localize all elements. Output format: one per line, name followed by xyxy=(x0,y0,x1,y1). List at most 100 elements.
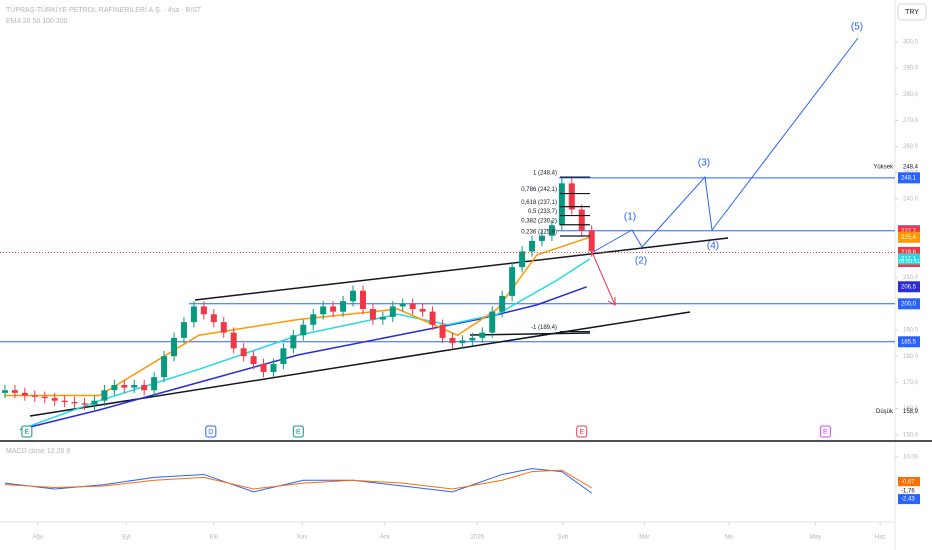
candle xyxy=(509,261,516,302)
fib-label: 0,236 (225,9) xyxy=(521,230,557,236)
candle-body xyxy=(151,377,158,391)
fib-label: 0,786 (242,1) xyxy=(521,187,557,193)
macd-title: MACD close 12 26 9 xyxy=(6,448,70,455)
wave-label: (4) xyxy=(707,241,719,252)
candle xyxy=(350,285,357,307)
candle xyxy=(141,379,148,396)
candle xyxy=(290,330,297,354)
candle-body xyxy=(538,235,545,241)
candle xyxy=(200,301,207,320)
candle xyxy=(330,301,337,317)
candle xyxy=(91,395,98,410)
y-tick-label: 270,0 xyxy=(903,118,919,124)
price-tag xyxy=(898,225,920,237)
candle xyxy=(280,343,287,370)
x-tick-label: Eyl xyxy=(122,535,130,541)
candle-body xyxy=(389,306,396,317)
symbol-title: TÜPRAŞ-TÜRKİYE PETROL RAFİNERİLERİ A.Ş. … xyxy=(6,5,202,14)
ema-line xyxy=(19,258,591,431)
x-tick-label: Mar xyxy=(639,535,649,541)
price-tag-label: 219,6 xyxy=(901,250,917,256)
candle-body xyxy=(200,306,207,315)
candle xyxy=(320,301,327,320)
candle xyxy=(81,398,88,410)
event-label: E xyxy=(296,429,301,436)
candle xyxy=(210,309,217,328)
candle-body xyxy=(359,290,366,310)
y-tick-label: 160,0 xyxy=(903,406,919,412)
candle-body xyxy=(171,337,178,357)
wave-label: (1) xyxy=(624,212,636,223)
candle xyxy=(419,303,426,317)
candle xyxy=(439,319,446,344)
wave-path xyxy=(592,37,859,253)
trend-line xyxy=(469,332,591,336)
candle xyxy=(558,177,565,231)
macd-tag xyxy=(898,477,920,487)
event-badge xyxy=(205,425,217,438)
candle xyxy=(260,358,267,378)
candle-body xyxy=(11,390,18,393)
candle-body xyxy=(469,337,476,341)
candle xyxy=(240,343,247,362)
price-tag xyxy=(898,298,920,310)
price-tag xyxy=(898,281,920,293)
currency-button[interactable] xyxy=(897,3,927,21)
fib-label: 0,5 (233,7) xyxy=(528,209,557,215)
candle xyxy=(359,285,366,315)
candle-body xyxy=(240,348,247,357)
candle-body xyxy=(1,390,8,393)
candle-body xyxy=(111,385,118,391)
candle-body xyxy=(449,337,456,344)
event-label: E xyxy=(823,429,828,436)
candle xyxy=(1,385,8,399)
candle xyxy=(519,246,526,273)
candle xyxy=(399,298,406,312)
price-tag xyxy=(898,231,920,243)
candle xyxy=(429,306,436,330)
candle-body xyxy=(578,209,585,231)
candle-body xyxy=(340,301,347,312)
candle-body xyxy=(568,183,575,210)
candle-body xyxy=(31,395,38,397)
candle-body xyxy=(429,311,436,325)
candle xyxy=(21,387,28,401)
candle-body xyxy=(519,251,526,268)
candle xyxy=(379,311,386,325)
projection-arrow-head xyxy=(607,297,616,306)
macd-tag-label: -1,76 xyxy=(901,489,915,495)
y-tick-label: 180,0 xyxy=(903,354,919,360)
low_label-value: 158,9 xyxy=(903,409,919,415)
candle xyxy=(190,301,197,328)
indicator-label: EMA 20 50 100 200 xyxy=(6,18,68,25)
candle-body xyxy=(141,385,148,391)
event-badge xyxy=(819,425,831,438)
candle-body xyxy=(180,322,187,338)
event-badge xyxy=(21,425,33,438)
candle-body xyxy=(419,309,426,312)
candle-body xyxy=(250,356,257,365)
candle xyxy=(310,309,317,330)
y-tick-label: 240,0 xyxy=(903,197,919,203)
candle xyxy=(340,295,347,317)
candle-body xyxy=(300,324,307,336)
candle-body xyxy=(220,322,227,333)
event-label: E xyxy=(25,429,30,436)
x-tick-label: Şub xyxy=(558,535,569,541)
candle-body xyxy=(558,183,565,226)
currency-label: TRY xyxy=(905,9,919,16)
candle-body xyxy=(280,348,287,365)
candle-body xyxy=(459,340,466,344)
candle-body xyxy=(369,309,376,320)
price-tag-label: 225,4 xyxy=(901,235,917,241)
candle-body xyxy=(439,324,446,338)
price-tag-label: 217,1 xyxy=(901,257,917,263)
price-tag xyxy=(898,172,920,184)
candle xyxy=(538,230,545,247)
macd-y-tick-label: 10,00 xyxy=(903,455,919,461)
candle-body xyxy=(548,225,555,236)
candle xyxy=(41,391,48,404)
candle xyxy=(180,316,187,344)
